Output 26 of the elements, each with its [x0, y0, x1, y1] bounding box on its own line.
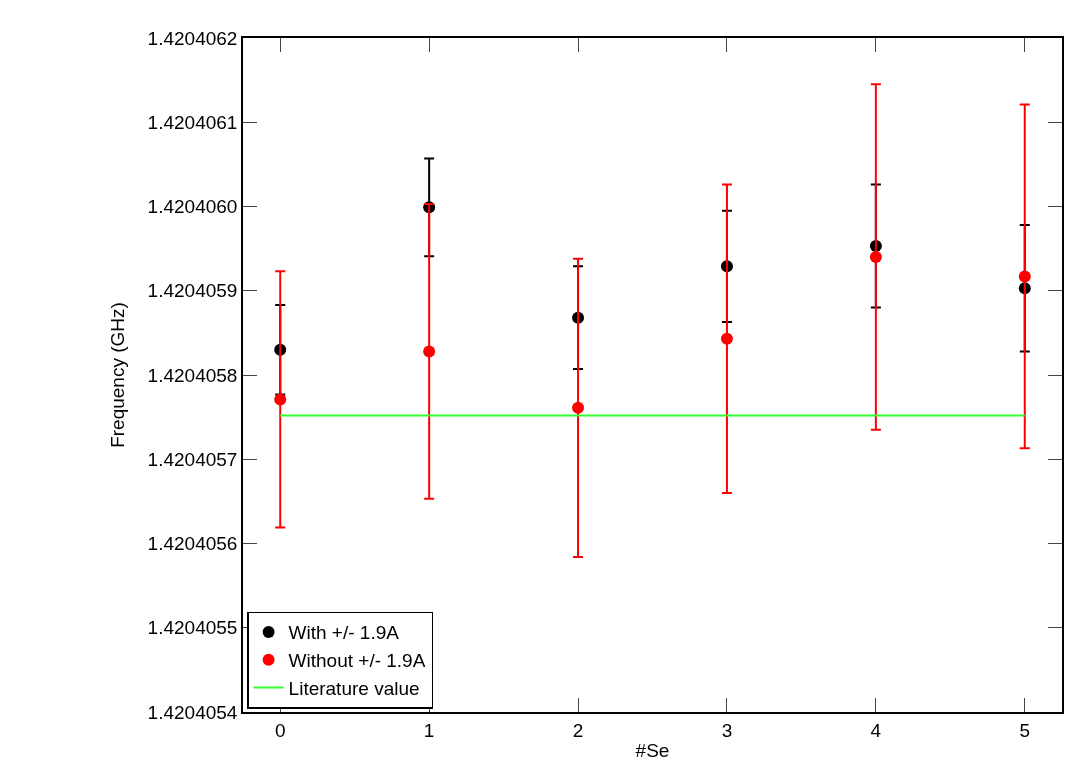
y-tick-label: 1.4204056: [147, 533, 238, 555]
y-tick-label: 1.4204055: [147, 617, 238, 639]
point: [720, 332, 733, 345]
point: [1018, 270, 1031, 283]
point: [572, 401, 585, 414]
x-axis-title: #Se: [635, 739, 670, 761]
legend-label: Without +/- 1.9A: [288, 650, 426, 672]
legend-label: Literature value: [288, 677, 420, 699]
y-tick-label: 1.4204062: [147, 27, 238, 49]
y-tick-label: 1.4204059: [147, 280, 238, 302]
y-axis-title: Frequency (GHz): [106, 302, 128, 448]
point: [274, 393, 287, 406]
legend-label: With +/- 1.9A: [288, 622, 400, 644]
x-tick-label: 1: [423, 719, 435, 741]
y-tick-label: 1.4204057: [147, 448, 238, 470]
x-tick-label: 5: [1019, 719, 1031, 741]
x-tick-label: 2: [572, 719, 584, 741]
y-tick-label: 1.4204060: [147, 196, 238, 218]
x-tick-label: 3: [721, 719, 733, 741]
y-tick-label: 1.4204061: [147, 111, 238, 133]
point: [423, 345, 436, 358]
x-tick-label: 0: [274, 719, 286, 741]
y-tick-label: 1.4204054: [147, 701, 238, 723]
x-tick-label: 4: [870, 719, 882, 741]
point: [869, 251, 882, 264]
y-tick-label: 1.4204058: [147, 364, 238, 386]
